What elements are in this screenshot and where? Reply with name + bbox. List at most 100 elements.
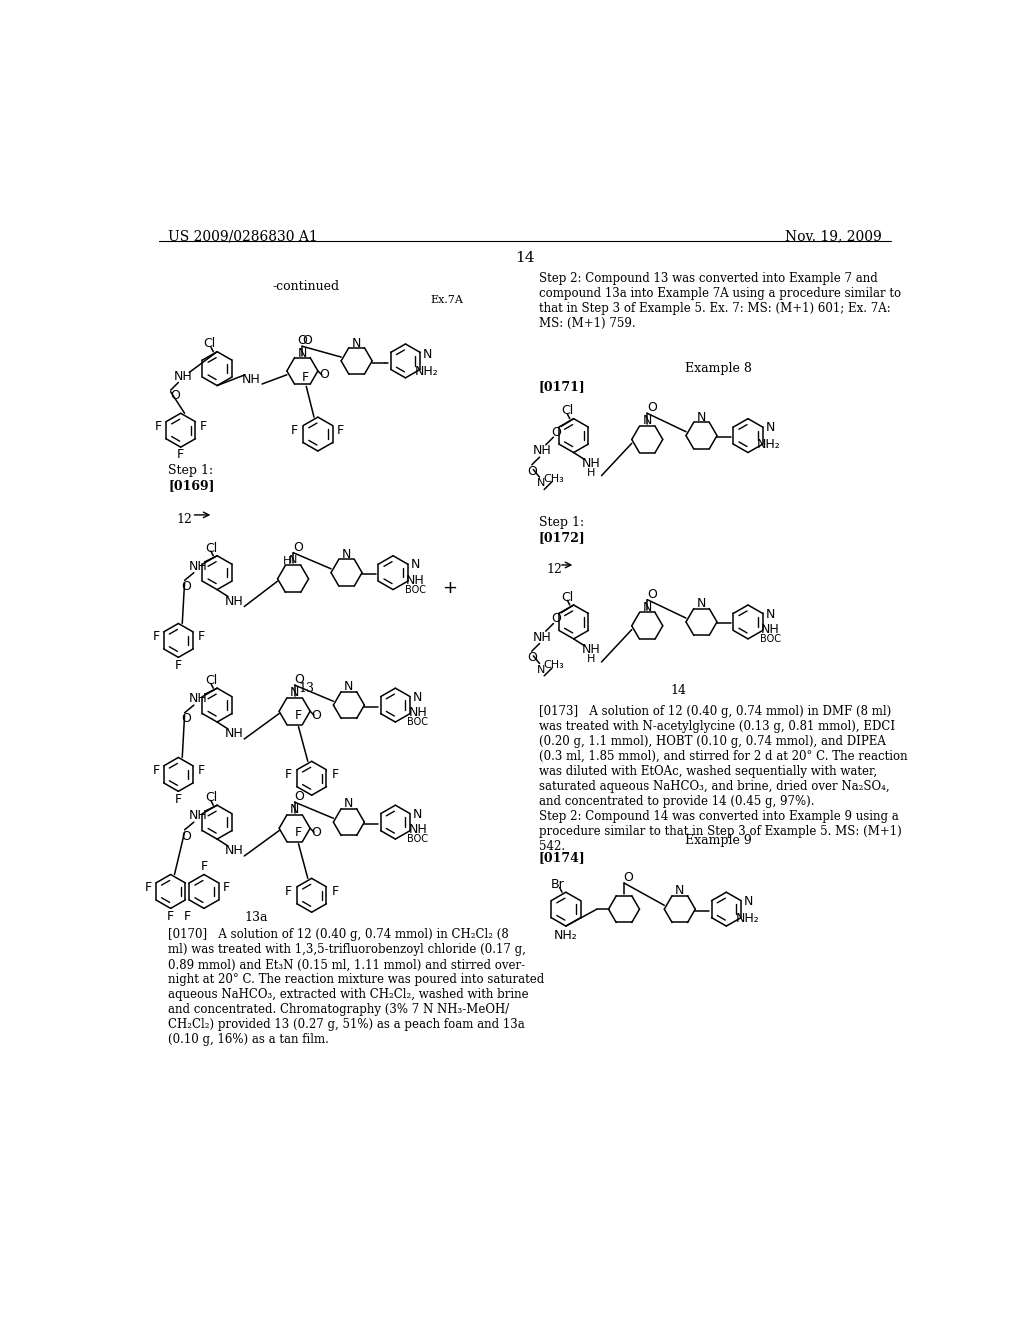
- Text: F: F: [200, 420, 207, 433]
- Text: H: H: [283, 556, 291, 566]
- Text: H: H: [587, 653, 595, 664]
- Text: O: O: [526, 465, 537, 478]
- Text: NH: NH: [225, 594, 244, 607]
- Text: US 2009/0286830 A1: US 2009/0286830 A1: [168, 230, 318, 243]
- Text: N: N: [344, 797, 353, 810]
- Text: NH: NH: [761, 623, 780, 636]
- Text: O: O: [294, 673, 304, 686]
- Text: [0171]: [0171]: [539, 380, 586, 393]
- Text: N: N: [289, 556, 297, 565]
- Text: NH: NH: [409, 706, 427, 719]
- Text: N: N: [352, 337, 361, 350]
- Text: O: O: [181, 713, 191, 726]
- Text: NH: NH: [582, 457, 600, 470]
- Text: N: N: [675, 884, 684, 898]
- Text: [0173]   A solution of 12 (0.40 g, 0.74 mmol) in DMF (8 ml)
was treated with N-a: [0173] A solution of 12 (0.40 g, 0.74 mm…: [539, 705, 907, 853]
- Text: F: F: [175, 659, 182, 672]
- Text: O: O: [297, 334, 307, 347]
- Text: Example 9: Example 9: [685, 834, 752, 847]
- Text: 13a: 13a: [244, 911, 267, 924]
- Text: O: O: [311, 709, 322, 722]
- Text: -continued: -continued: [272, 280, 340, 293]
- Text: O: O: [311, 825, 322, 838]
- Text: BOC: BOC: [760, 634, 781, 644]
- Text: N: N: [766, 421, 775, 434]
- Text: N: N: [537, 665, 545, 675]
- Text: NH: NH: [407, 574, 425, 587]
- Text: NH: NH: [189, 693, 208, 705]
- Text: O: O: [552, 426, 561, 440]
- Text: CH₃: CH₃: [544, 474, 564, 483]
- Text: Cl: Cl: [205, 791, 217, 804]
- Text: N: N: [643, 414, 652, 428]
- Text: F: F: [183, 909, 190, 923]
- Text: 14: 14: [515, 251, 535, 265]
- Text: Ex.7A: Ex.7A: [430, 296, 463, 305]
- Text: N: N: [643, 601, 652, 614]
- Text: NH₂: NH₂: [554, 929, 578, 942]
- Text: Example 8: Example 8: [685, 363, 752, 375]
- Text: NH: NH: [534, 631, 552, 644]
- Text: F: F: [198, 764, 205, 777]
- Text: Step 1:: Step 1:: [539, 516, 584, 529]
- Text: O: O: [181, 829, 191, 842]
- Text: N: N: [290, 686, 299, 700]
- Text: F: F: [153, 764, 160, 777]
- Text: 13: 13: [298, 682, 314, 696]
- Text: 12: 12: [547, 562, 562, 576]
- Text: F: F: [155, 420, 162, 433]
- Text: O: O: [319, 368, 329, 381]
- Text: F: F: [295, 825, 302, 838]
- Text: F: F: [337, 424, 344, 437]
- Text: BOC: BOC: [406, 585, 426, 594]
- Text: F: F: [295, 709, 302, 722]
- Text: O: O: [647, 587, 656, 601]
- Text: NH: NH: [225, 727, 244, 741]
- Text: Cl: Cl: [203, 338, 215, 351]
- Text: N: N: [766, 607, 775, 620]
- Text: Br: Br: [551, 878, 565, 891]
- Text: N: N: [298, 347, 307, 360]
- Text: BOC: BOC: [408, 717, 428, 727]
- Text: F: F: [144, 880, 152, 894]
- Text: O: O: [294, 791, 304, 804]
- Text: Cl: Cl: [561, 404, 573, 417]
- Text: Step 2: Compound 13 was converted into Example 7 and
compound 13a into Example 7: Step 2: Compound 13 was converted into E…: [539, 272, 901, 330]
- Text: 12: 12: [177, 512, 193, 525]
- Text: CH₃: CH₃: [544, 660, 564, 671]
- Text: NH: NH: [242, 372, 260, 385]
- Text: Cl: Cl: [205, 541, 217, 554]
- Text: O: O: [552, 612, 561, 626]
- Text: NH₂: NH₂: [757, 438, 781, 451]
- Text: O: O: [181, 579, 191, 593]
- Text: O: O: [293, 541, 303, 554]
- Text: F: F: [167, 909, 174, 923]
- Text: O: O: [526, 651, 537, 664]
- Text: F: F: [332, 768, 339, 781]
- Text: NH: NH: [225, 843, 244, 857]
- Text: F: F: [302, 371, 309, 384]
- Text: NH: NH: [174, 370, 193, 383]
- Text: N: N: [744, 895, 754, 908]
- Text: F: F: [332, 884, 339, 898]
- Text: Step 1:: Step 1:: [168, 465, 213, 477]
- Text: NH: NH: [409, 824, 427, 837]
- Text: F: F: [198, 630, 205, 643]
- Text: NH: NH: [534, 445, 552, 458]
- Text: F: F: [201, 861, 208, 874]
- Text: NH: NH: [189, 809, 208, 822]
- Text: BOC: BOC: [408, 834, 428, 843]
- Text: N: N: [342, 548, 351, 561]
- Text: [0169]: [0169]: [168, 479, 215, 492]
- Text: N: N: [696, 597, 707, 610]
- Text: O: O: [302, 334, 312, 347]
- Text: N: N: [537, 478, 545, 488]
- Text: O: O: [624, 871, 634, 884]
- Text: F: F: [285, 768, 292, 781]
- Text: F: F: [291, 424, 298, 437]
- Text: F: F: [153, 630, 160, 643]
- Text: F: F: [285, 884, 292, 898]
- Text: Cl: Cl: [205, 675, 217, 686]
- Text: N: N: [290, 804, 299, 816]
- Text: N: N: [344, 680, 353, 693]
